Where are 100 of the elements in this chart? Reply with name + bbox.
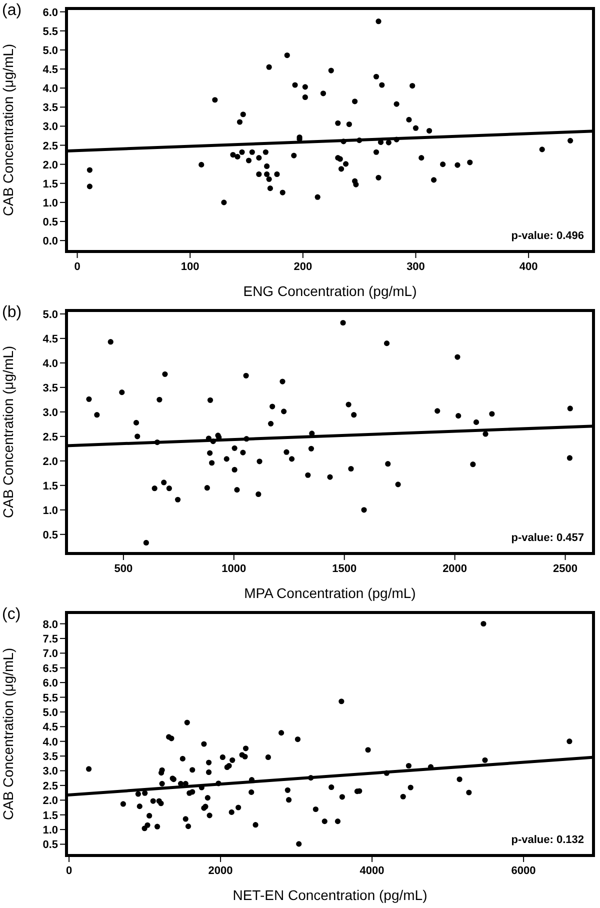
point	[348, 466, 354, 472]
y-tick-label: 6.5	[42, 662, 58, 675]
y-tick-label: 2.5	[42, 431, 58, 444]
y-tick-label: 3.0	[42, 766, 58, 778]
x-tick-label: 6000	[511, 865, 536, 877]
y-tick-label: 7.0	[42, 648, 58, 660]
point	[470, 462, 476, 468]
y-axis-title: CAB Concentration (μg/mL)	[0, 346, 16, 518]
annotation: p-value: 0.132	[511, 834, 584, 846]
y-tick-label: 4.5	[42, 333, 58, 346]
x-tick-label: 400	[519, 261, 538, 273]
point	[256, 491, 262, 498]
y-tick-label: 5.5	[42, 692, 58, 704]
x-tick-label: 500	[114, 563, 133, 575]
point	[94, 412, 100, 418]
chart-title: (c)	[2, 606, 21, 624]
x-tick-label: 2500	[553, 563, 578, 575]
point	[456, 413, 462, 419]
y-axis-title: CAB Concentration (μg/mL)	[0, 648, 16, 820]
point	[361, 507, 367, 513]
annotation: p-value: 0.457	[511, 532, 584, 544]
x-tick-label: 2000	[208, 865, 233, 877]
y-tick-label: 4.0	[42, 736, 58, 748]
y-tick-label: 3.0	[42, 406, 58, 419]
point	[268, 420, 274, 426]
point	[224, 456, 230, 462]
x-tick-label: 2000	[442, 563, 468, 575]
y-tick-label: 5.0	[42, 308, 58, 321]
y-tick-label: 5.0	[42, 44, 58, 57]
x-tick-label: 1500	[332, 563, 357, 575]
y-tick-label: 4.5	[42, 64, 58, 76]
point	[482, 431, 488, 437]
point	[305, 472, 311, 478]
y-tick-label: 3.5	[42, 102, 58, 114]
point	[385, 461, 391, 467]
x-tick-label: 1000	[222, 563, 246, 575]
point	[243, 372, 249, 378]
point	[395, 482, 401, 488]
annotation: p-value: 0.496	[511, 230, 584, 242]
point	[207, 450, 213, 456]
point	[566, 455, 572, 461]
x-tick-label: 300	[406, 261, 425, 273]
y-tick-label: 1.0	[42, 504, 58, 517]
y-tick-label: 3.5	[42, 382, 58, 394]
y-tick-label: 0.5	[42, 216, 58, 228]
point	[133, 420, 140, 426]
point	[207, 397, 214, 403]
point	[281, 408, 287, 414]
point	[340, 320, 346, 326]
y-tick-label: 5.5	[42, 26, 58, 38]
point	[280, 378, 286, 384]
y-tick-label: 3.0	[42, 121, 58, 134]
y-tick-label: 2.0	[42, 159, 58, 172]
y-tick-label: 2.5	[42, 780, 58, 792]
point	[86, 396, 92, 402]
y-tick-label: 3.5	[42, 751, 58, 764]
point	[174, 496, 181, 502]
point	[162, 371, 168, 377]
x-axis-title: MPA Concentration (pg/mL)	[244, 585, 416, 601]
point	[284, 449, 290, 455]
x-tick-label: 200	[294, 261, 312, 273]
chart-title: (b)	[2, 304, 22, 322]
y-tick-label: 1.5	[42, 480, 58, 492]
y-tick-label: 6.0	[42, 6, 58, 19]
y-tick-label: 4.0	[42, 358, 58, 370]
y-tick-label: 1.5	[42, 810, 58, 822]
y-tick-label: 5.0	[42, 706, 58, 719]
point	[232, 466, 238, 473]
point	[134, 434, 140, 440]
point	[119, 390, 125, 396]
point	[256, 458, 262, 464]
point	[327, 474, 333, 480]
point	[351, 412, 357, 418]
x-tick-label: 0	[66, 865, 72, 877]
y-tick-label: 2.0	[42, 456, 58, 468]
point	[240, 450, 246, 456]
point	[209, 460, 215, 466]
y-axis-title: CAB Concentration (μg/mL)	[0, 44, 16, 216]
x-axis-title: NET-EN Concentration (pg/mL)	[232, 887, 428, 903]
point	[156, 396, 162, 402]
y-tick-label: 1.0	[42, 824, 58, 837]
point	[143, 540, 149, 546]
y-tick-label: 4.0	[42, 83, 58, 96]
point	[288, 456, 295, 462]
point	[204, 485, 210, 491]
y-tick-label: 4.5	[42, 722, 58, 734]
x-tick-label: 0	[74, 261, 80, 273]
y-tick-label: 8.0	[42, 618, 58, 631]
point	[152, 486, 158, 492]
x-tick-label: 100	[180, 261, 200, 273]
point	[161, 480, 167, 486]
point	[308, 446, 314, 452]
point	[473, 419, 480, 425]
y-tick-label: 0.5	[42, 529, 58, 542]
point	[270, 404, 276, 410]
point	[567, 406, 573, 412]
point	[434, 408, 440, 414]
point	[166, 486, 172, 492]
y-tick-label: 6.0	[42, 678, 58, 690]
y-tick-label: 0.5	[42, 839, 58, 852]
